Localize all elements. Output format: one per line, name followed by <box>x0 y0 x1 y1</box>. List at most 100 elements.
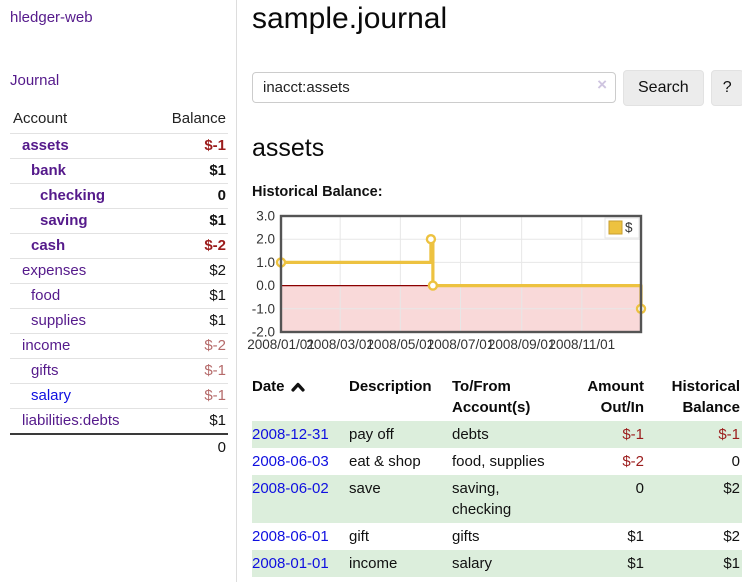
account-row: expenses $2 <box>10 258 228 284</box>
account-balance: $1 <box>152 308 228 334</box>
transaction-balance: $1 <box>723 554 740 572</box>
legend-swatch <box>608 220 623 235</box>
account-row: supplies $1 <box>10 308 228 334</box>
accounts-table: Account Balance assets $-1 bank $1 check… <box>10 108 228 460</box>
account-link-cash[interactable]: cash <box>31 237 66 254</box>
transaction-description: income <box>349 554 398 572</box>
account-row: food $1 <box>10 283 228 309</box>
account-balance: 0 <box>152 183 228 209</box>
account-balance: $-2 <box>152 233 228 259</box>
transaction-description: gift <box>349 527 370 545</box>
account-row: liabilities:debts $1 <box>10 408 228 434</box>
account-balance: $-2 <box>152 333 228 359</box>
main-content: sample.journal × Search ? assets Histori… <box>237 0 742 582</box>
transaction-amount: $1 <box>627 527 644 545</box>
transaction-accounts: saving, checking <box>452 479 512 518</box>
transaction-amount: $-1 <box>622 425 644 443</box>
account-link-food[interactable]: food <box>31 287 61 304</box>
transaction-balance: 0 <box>731 452 740 470</box>
transaction-accounts: salary <box>452 554 493 572</box>
account-link-gifts[interactable]: gifts <box>31 362 59 379</box>
register-column-balance: Historical Balance <box>671 377 740 416</box>
transaction-accounts: gifts <box>452 527 480 545</box>
account-row: income $-2 <box>10 333 228 359</box>
transaction-accounts: food, supplies <box>452 452 545 470</box>
account-link-salary[interactable]: salary <box>31 387 72 404</box>
account-link-supplies[interactable]: supplies <box>31 312 87 329</box>
register-header-row: Date Description To/From Account(s) Amou… <box>252 373 742 421</box>
transaction-date-link[interactable]: 2008-06-01 <box>252 527 329 545</box>
register-column-accounts: To/From Account(s) <box>452 377 531 416</box>
transaction-balance: $2 <box>723 479 740 497</box>
search-input[interactable] <box>252 72 616 104</box>
transaction-accounts: debts <box>452 425 489 443</box>
svg-text:$: $ <box>625 220 633 235</box>
register-row: 2008-12-31 pay off debts $-1 $-1 <box>252 420 742 448</box>
svg-text:2008/05/01: 2008/05/01 <box>367 337 435 352</box>
transaction-description: save <box>349 479 381 497</box>
account-balance: $2 <box>152 258 228 284</box>
accounts-column-account: Account <box>13 110 68 127</box>
account-row: gifts $-1 <box>10 358 228 384</box>
account-balance: $1 <box>152 283 228 309</box>
clear-search-icon[interactable]: × <box>597 75 607 95</box>
accounts-header-row: Account Balance <box>10 108 228 134</box>
sidebar: hledger-web Journal Account Balance asse… <box>0 0 237 582</box>
transaction-date-link[interactable]: 2008-06-02 <box>252 479 329 497</box>
accounts-column-balance: Balance <box>171 110 226 127</box>
transaction-date-link[interactable]: 2008-06-03 <box>252 452 329 470</box>
chart-title: Historical Balance: <box>252 183 383 200</box>
transaction-date-link[interactable]: 2008-01-01 <box>252 554 329 572</box>
svg-text:3.0: 3.0 <box>256 208 275 223</box>
search-help-button[interactable]: ? <box>710 69 742 106</box>
svg-text:-1.0: -1.0 <box>252 301 275 316</box>
account-link-assets[interactable]: assets <box>22 137 69 154</box>
transaction-amount: $1 <box>627 554 644 572</box>
account-balance: $1 <box>152 158 228 184</box>
app-title-link[interactable]: hledger-web <box>10 9 93 26</box>
historical-balance-chart: $3.0 2.0 1.0 0.0 -1.0 -2.0 2008/01/01 2008/03/0… <box>247 208 654 354</box>
register-row: 2008-01-01 income salary $1 $1 <box>252 549 742 577</box>
search-button[interactable]: Search <box>623 69 704 106</box>
account-link-income[interactable]: income <box>22 337 71 354</box>
register-column-amount: Amount Out/In <box>587 377 644 416</box>
register-column-date[interactable]: Date <box>252 373 349 421</box>
transaction-balance: $2 <box>723 527 740 545</box>
register-column-date-label: Date <box>252 377 285 395</box>
svg-text:2008/11/01: 2008/11/01 <box>549 337 616 352</box>
transaction-description: pay off <box>349 425 394 443</box>
page-title: sample.journal <box>252 2 448 35</box>
account-row: assets $-1 <box>10 133 228 159</box>
account-row: salary $-1 <box>10 383 228 409</box>
search-form: × Search ? <box>252 69 742 106</box>
account-row: saving $1 <box>10 208 228 234</box>
svg-text:2008/07/01: 2008/07/01 <box>427 337 495 352</box>
svg-text:-2.0: -2.0 <box>252 324 275 339</box>
account-row: bank $1 <box>10 158 228 184</box>
svg-text:0.0: 0.0 <box>256 278 275 293</box>
register-row: 2008-06-01 gift gifts $1 $2 <box>252 523 742 550</box>
svg-text:2008/03/01: 2008/03/01 <box>306 337 374 352</box>
transaction-description: eat & shop <box>349 452 421 470</box>
account-link-liabilities-debts[interactable]: liabilities:debts <box>22 412 120 429</box>
register-row: 2008-06-02 save saving, checking 0 $2 <box>252 474 742 523</box>
account-link-expenses[interactable]: expenses <box>22 262 87 279</box>
transaction-amount: 0 <box>635 479 644 497</box>
transaction-date-link[interactable]: 2008-12-31 <box>252 425 329 443</box>
accounts-total-row: 0 <box>10 433 228 460</box>
account-balance: $-1 <box>152 383 228 409</box>
svg-text:2008/01/01: 2008/01/01 <box>247 337 315 352</box>
account-link-bank[interactable]: bank <box>31 162 67 179</box>
sidebar-item-journal[interactable]: Journal <box>10 72 60 89</box>
svg-text:2.0: 2.0 <box>256 232 275 247</box>
account-balance: $-1 <box>152 133 228 159</box>
register-row: 2008-06-03 eat & shop food, supplies $-2… <box>252 448 742 475</box>
account-row: cash $-2 <box>10 233 228 259</box>
svg-text:1.0: 1.0 <box>256 255 275 270</box>
account-link-checking[interactable]: checking <box>40 187 106 204</box>
accounts-total-value: 0 <box>152 433 228 460</box>
account-balance: $1 <box>152 208 228 234</box>
sort-ascending-icon <box>290 383 305 392</box>
transaction-balance: $-1 <box>718 425 740 443</box>
account-link-saving[interactable]: saving <box>40 212 88 229</box>
